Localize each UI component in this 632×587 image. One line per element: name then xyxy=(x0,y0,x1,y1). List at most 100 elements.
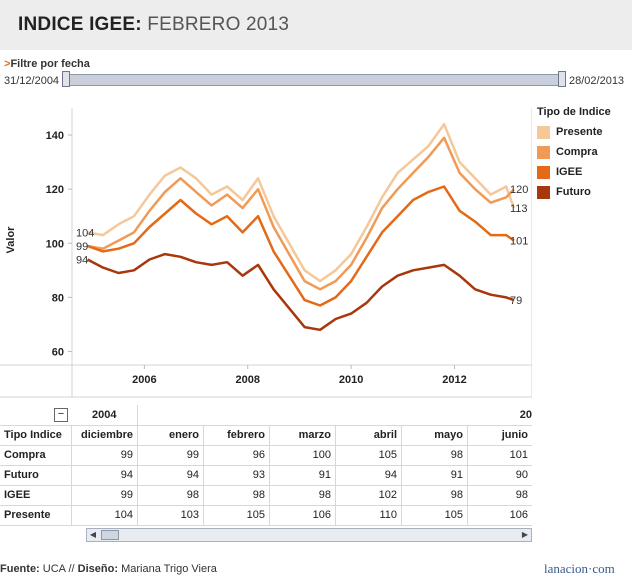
end-value-label: 120 xyxy=(510,184,528,196)
row-header-title: Tipo Indice xyxy=(0,425,72,445)
y-tick-label: 60 xyxy=(52,346,64,358)
table-cell: 94 xyxy=(72,465,138,485)
table-cell: 101 xyxy=(509,449,528,461)
y-tick-label: 140 xyxy=(46,130,64,142)
y-tick-label: 120 xyxy=(46,184,64,196)
table-cell: 91 xyxy=(402,465,468,485)
table-cell: 98 xyxy=(402,485,468,505)
table-cell: 102 xyxy=(336,485,402,505)
col-header: diciembre xyxy=(72,425,138,445)
legend: Tipo de Indice Presente Compra IGEE Futu… xyxy=(537,106,629,202)
title-bold: INDICE IGEE: xyxy=(18,14,142,35)
table-year-row: − 2004 20 xyxy=(0,405,532,426)
table-cell: 91 xyxy=(270,465,336,485)
table-row: Presente 104 103 105 106 110 105 106 xyxy=(0,505,532,526)
table-cell: 103 xyxy=(138,505,204,525)
filter-label-text: Filtre por fecha xyxy=(10,58,90,70)
start-value-label: 104 xyxy=(76,227,94,239)
filter-label: >Filtre por fecha xyxy=(4,58,90,70)
table-cell: 99 xyxy=(72,485,138,505)
table-cell: 96 xyxy=(204,445,270,465)
brand-logo: lanacion·com xyxy=(544,561,615,576)
table-cell: 98 xyxy=(402,445,468,465)
legend-swatch xyxy=(537,165,550,179)
table-row: Compra 99 99 96 100 105 98 101 xyxy=(0,445,532,466)
start-date: 31/12/2004 xyxy=(4,75,60,87)
table-cell: 98 xyxy=(138,485,204,505)
table-cell: 104 xyxy=(72,505,138,525)
legend-title: Tipo de Indice xyxy=(537,106,611,118)
row-label: Futuro xyxy=(0,465,72,485)
y-tick-labels: 60 80 100 120 140 xyxy=(46,130,72,358)
col-header: enero xyxy=(138,425,204,445)
start-value-label: 94 xyxy=(76,254,88,266)
table-cell: 94 xyxy=(336,465,402,485)
filter-arrow-icon: > xyxy=(4,58,11,70)
legend-label: IGEE xyxy=(556,166,583,178)
line-chart: Valor 60 80 100 120 140 2006 2008 2010 2012 104… xyxy=(0,108,532,398)
year-2004-header: 2004 xyxy=(72,405,138,425)
scroll-right-icon[interactable]: ▶ xyxy=(521,530,529,539)
table-cell: 98 xyxy=(204,485,270,505)
table-cell: 93 xyxy=(204,465,270,485)
legend-label: Compra xyxy=(556,146,598,158)
year-next-header: 20 xyxy=(519,409,532,421)
legend-label: Futuro xyxy=(556,186,591,198)
design-value: Mariana Trigo Viera xyxy=(121,563,217,575)
header: INDICE IGEE: FEBRERO 2013 xyxy=(0,0,632,50)
col-header: marzo xyxy=(270,425,336,445)
series-line-presente xyxy=(87,122,516,283)
table-cell: 105 xyxy=(204,505,270,525)
end-date: 28/02/2013 xyxy=(569,75,625,87)
source-label: Fuente: xyxy=(0,563,40,575)
design-label: Diseño: xyxy=(77,563,119,575)
legend-item-futuro[interactable]: Futuro xyxy=(537,182,629,202)
col-header: febrero xyxy=(204,425,270,445)
scroll-thumb[interactable] xyxy=(101,530,119,540)
page-title: INDICE IGEE: FEBRERO 2013 xyxy=(18,14,289,36)
col-header: junio xyxy=(501,429,528,441)
title-light: FEBRERO 2013 xyxy=(147,14,290,35)
legend-item-presente[interactable]: Presente xyxy=(537,122,629,142)
table-cell: 94 xyxy=(138,465,204,485)
table-cell: 110 xyxy=(336,505,402,525)
table-row: IGEE 99 98 98 98 102 98 98 xyxy=(0,485,532,506)
footer-credits: Fuente: UCA // Diseño: Mariana Trigo Vie… xyxy=(0,563,217,575)
row-label: IGEE xyxy=(0,485,72,505)
source-value: UCA xyxy=(42,563,66,575)
table-header-row: Tipo Indice diciembre enero febrero marz… xyxy=(0,425,532,446)
series-line-compra xyxy=(87,136,515,291)
row-label: Compra xyxy=(0,445,72,465)
legend-swatch xyxy=(537,145,550,159)
table-cell: 105 xyxy=(336,445,402,465)
collapse-toggle-icon[interactable]: − xyxy=(54,408,68,422)
table-cell: 105 xyxy=(402,505,468,525)
y-tick-label: 80 xyxy=(52,292,64,304)
date-slider-track[interactable] xyxy=(65,74,562,86)
table-cell: 106 xyxy=(509,509,528,521)
row-label: Presente xyxy=(0,505,72,525)
end-value-label: 113 xyxy=(510,203,528,215)
table-cell: 98 xyxy=(515,489,528,501)
x-tick-label: 2012 xyxy=(442,374,466,386)
x-tick-labels: 2006 2008 2010 2012 xyxy=(132,365,467,386)
legend-swatch xyxy=(537,125,550,139)
legend-item-compra[interactable]: Compra xyxy=(537,142,629,162)
horizontal-scrollbar[interactable]: ◀ ▶ xyxy=(86,528,532,542)
col-header: mayo xyxy=(402,425,468,445)
chart-background xyxy=(0,108,532,398)
x-tick-label: 2008 xyxy=(235,374,259,386)
col-header: abril xyxy=(336,425,402,445)
scroll-left-icon[interactable]: ◀ xyxy=(89,530,97,539)
table-cell: 106 xyxy=(270,505,336,525)
table-cell: 100 xyxy=(270,445,336,465)
table-cell: 99 xyxy=(138,445,204,465)
x-tick-label: 2010 xyxy=(339,374,363,386)
end-value-label: 101 xyxy=(510,236,528,248)
end-slider-handle[interactable] xyxy=(558,71,566,87)
table-row: Futuro 94 94 93 91 94 91 90 xyxy=(0,465,532,486)
start-slider-handle[interactable] xyxy=(62,71,70,87)
legend-item-igee[interactable]: IGEE xyxy=(537,162,629,182)
table-cell: 99 xyxy=(72,445,138,465)
